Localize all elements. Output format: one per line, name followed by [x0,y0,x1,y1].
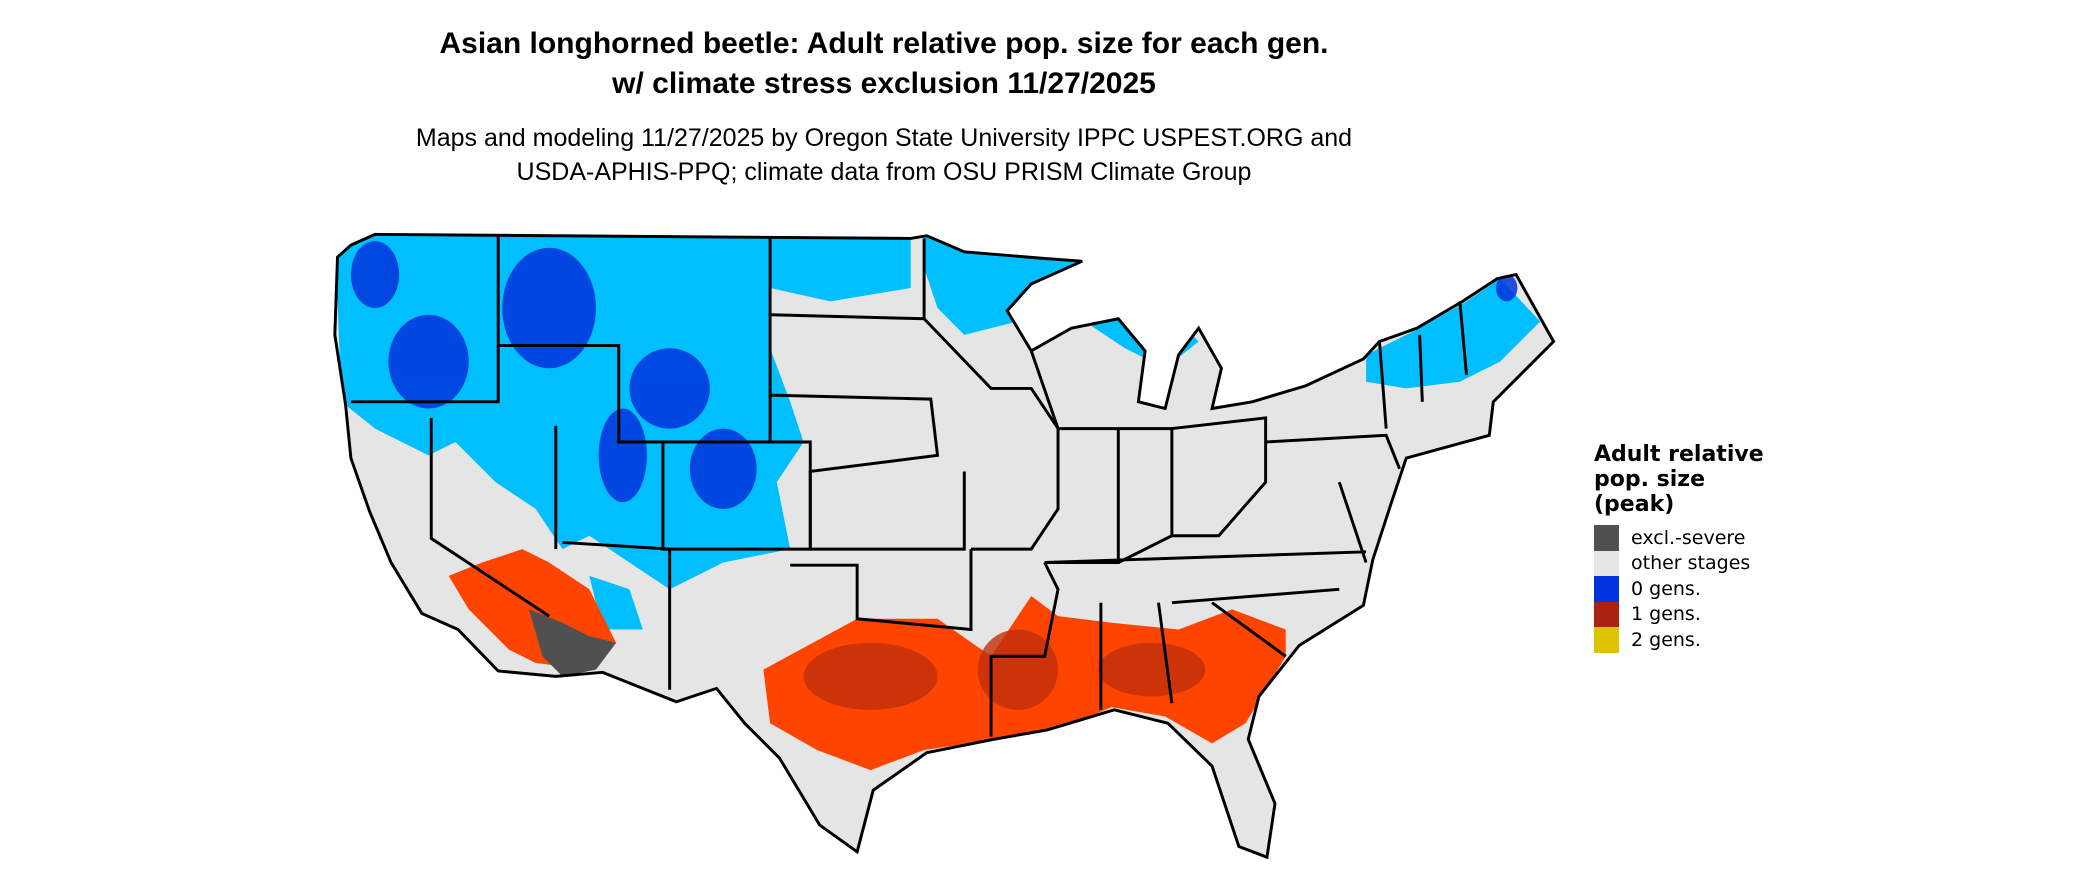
legend-title-line-2: pop. size [1594,467,1705,492]
legend-swatch [1594,576,1619,602]
subtitle-line-2: USDA-APHIS-PPQ; climate data from OSU PR… [516,158,1252,186]
state-borders [333,232,1556,859]
legend-label: excl.-severe [1631,526,1746,549]
legend-swatch [1594,601,1619,627]
legend-swatch [1594,525,1619,551]
legend-swatch [1594,627,1619,653]
chart-title-line-1: Asian longhorned beetle: Adult relative … [439,27,1329,60]
legend-item-other-stages: other stages [1594,550,1764,576]
legend-swatch [1594,550,1619,576]
legend: Adult relative pop. size (peak) excl.-se… [1594,442,1764,653]
legend-label: 0 gens. [1631,577,1701,600]
legend-label: 2 gens. [1631,628,1701,651]
legend-title-line-1: Adult relative [1594,442,1764,467]
legend-label: other stages [1631,552,1751,575]
excluded-severe-region [529,609,617,677]
one-gen-dark-patches [803,629,1206,710]
subtitle-line-1: Maps and modeling 11/27/2025 by Oregon S… [415,124,1353,152]
data-layer [334,234,1541,771]
legend-item-2-gens: 2 gens. [1594,627,1764,653]
chart-title-line-2: w/ climate stress exclusion 11/27/2025 [612,67,1156,100]
legend-item-excl-severe: excl.-severe [1594,525,1764,551]
legend-item-1-gens: 1 gens. [1594,601,1764,627]
legend-item-0-gens: 0 gens. [1594,576,1764,602]
legend-title-line-3: (peak) [1594,492,1675,517]
legend-label: 1 gens. [1631,603,1701,626]
zero-gens-dark-patches [350,241,1518,509]
